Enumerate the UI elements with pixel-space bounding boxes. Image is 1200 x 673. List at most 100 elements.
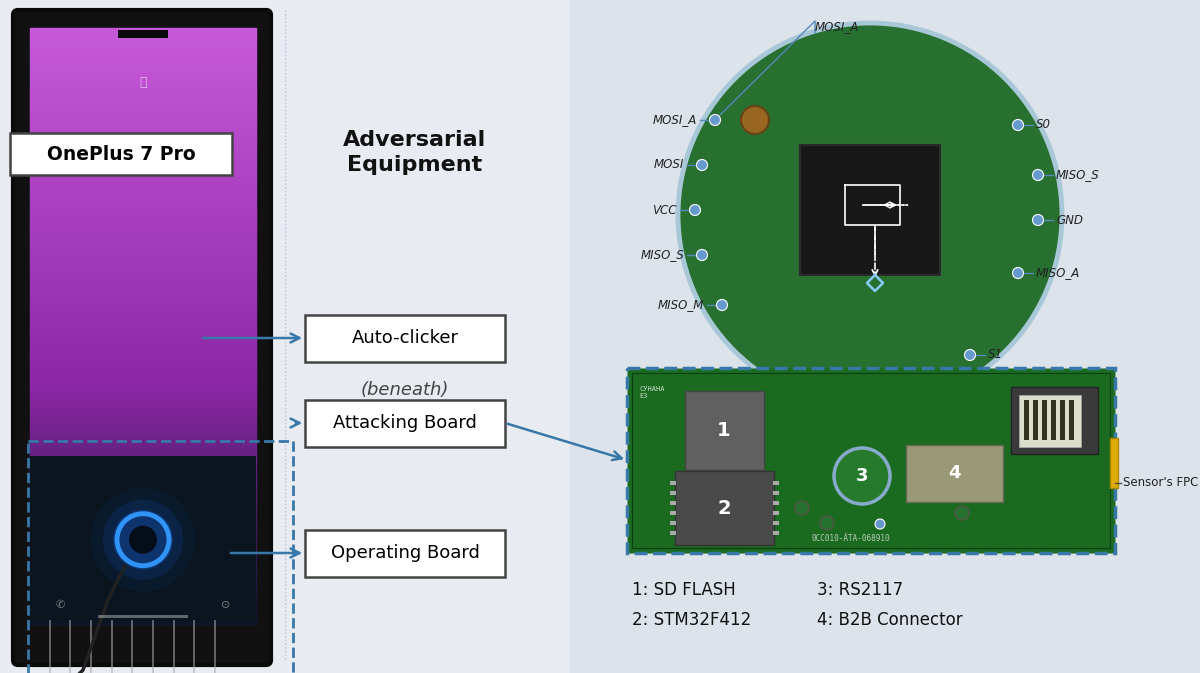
Bar [30, 501, 256, 505]
Bar [30, 569, 256, 573]
Bar [30, 341, 256, 344]
Bar [1110, 438, 1118, 488]
Text: (beneath): (beneath) [361, 381, 449, 399]
Bar [30, 516, 256, 520]
Circle shape [690, 205, 701, 215]
Bar [30, 174, 256, 177]
Bar [30, 236, 256, 240]
Bar [30, 49, 256, 52]
Bar [30, 575, 256, 579]
Bar [30, 406, 256, 409]
Bar [30, 64, 256, 67]
Bar [30, 55, 256, 59]
Bar [30, 433, 256, 436]
Bar [30, 203, 256, 207]
Bar [30, 561, 256, 564]
Bar [30, 186, 256, 189]
Bar [30, 454, 256, 457]
Bar [30, 227, 256, 231]
Bar [30, 373, 256, 377]
Bar [30, 162, 256, 166]
Bar [30, 168, 256, 172]
Text: 1: 1 [718, 421, 731, 439]
FancyBboxPatch shape [305, 315, 505, 362]
Bar [30, 364, 256, 367]
Bar [30, 429, 256, 433]
Circle shape [1032, 170, 1044, 180]
Bar [30, 159, 256, 162]
Bar [30, 293, 256, 296]
Bar [30, 153, 256, 156]
Text: GND: GND [1056, 213, 1082, 227]
Bar [30, 483, 256, 487]
Bar [30, 52, 256, 55]
Bar [30, 87, 256, 91]
Bar [30, 254, 256, 258]
Bar [773, 511, 779, 515]
FancyBboxPatch shape [13, 10, 271, 665]
Bar [30, 180, 256, 183]
Bar [30, 367, 256, 371]
Bar [30, 230, 256, 234]
Bar [118, 30, 168, 38]
Bar [30, 138, 256, 141]
Bar [30, 444, 256, 448]
Bar [30, 117, 256, 120]
Bar [30, 465, 256, 469]
Bar [773, 501, 779, 505]
Circle shape [1032, 215, 1044, 225]
Bar [30, 567, 256, 570]
Bar [1069, 400, 1074, 440]
Bar [30, 73, 256, 76]
Bar [30, 302, 256, 305]
Bar [30, 188, 256, 192]
Bar [30, 215, 256, 219]
Bar [800, 145, 940, 275]
Text: S0: S0 [1036, 118, 1051, 131]
Circle shape [716, 299, 727, 310]
Bar [30, 441, 256, 445]
Bar [30, 147, 256, 151]
Bar [30, 504, 256, 507]
Text: ✆: ✆ [55, 600, 65, 610]
Bar [1024, 400, 1030, 440]
Bar [30, 617, 256, 621]
Bar [30, 102, 256, 106]
Bar [30, 498, 256, 501]
Bar [30, 266, 256, 269]
Bar [30, 126, 256, 130]
Bar [30, 542, 256, 546]
Bar [30, 94, 256, 97]
FancyBboxPatch shape [1010, 387, 1098, 454]
FancyBboxPatch shape [628, 368, 1115, 553]
Bar [30, 331, 256, 335]
Bar [30, 248, 256, 252]
Bar [773, 481, 779, 485]
Text: MOSI_A: MOSI_A [815, 20, 859, 33]
Bar [30, 421, 256, 424]
Bar [30, 415, 256, 418]
Bar [30, 614, 256, 618]
Bar [30, 439, 256, 442]
Circle shape [820, 516, 834, 530]
Bar [30, 275, 256, 279]
Bar [30, 462, 256, 466]
Bar [30, 534, 256, 537]
Bar [30, 305, 256, 308]
Bar [30, 400, 256, 403]
Bar [30, 528, 256, 531]
Bar [30, 40, 256, 43]
Bar [30, 507, 256, 510]
Bar [30, 37, 256, 40]
Bar [30, 450, 256, 454]
Bar [30, 605, 256, 608]
Bar [30, 111, 256, 115]
Bar [30, 43, 256, 46]
Bar [30, 594, 256, 597]
Bar [30, 278, 256, 281]
Bar [30, 334, 256, 338]
FancyBboxPatch shape [305, 400, 505, 447]
Bar [30, 596, 256, 600]
Bar [30, 391, 256, 394]
Bar [30, 477, 256, 481]
